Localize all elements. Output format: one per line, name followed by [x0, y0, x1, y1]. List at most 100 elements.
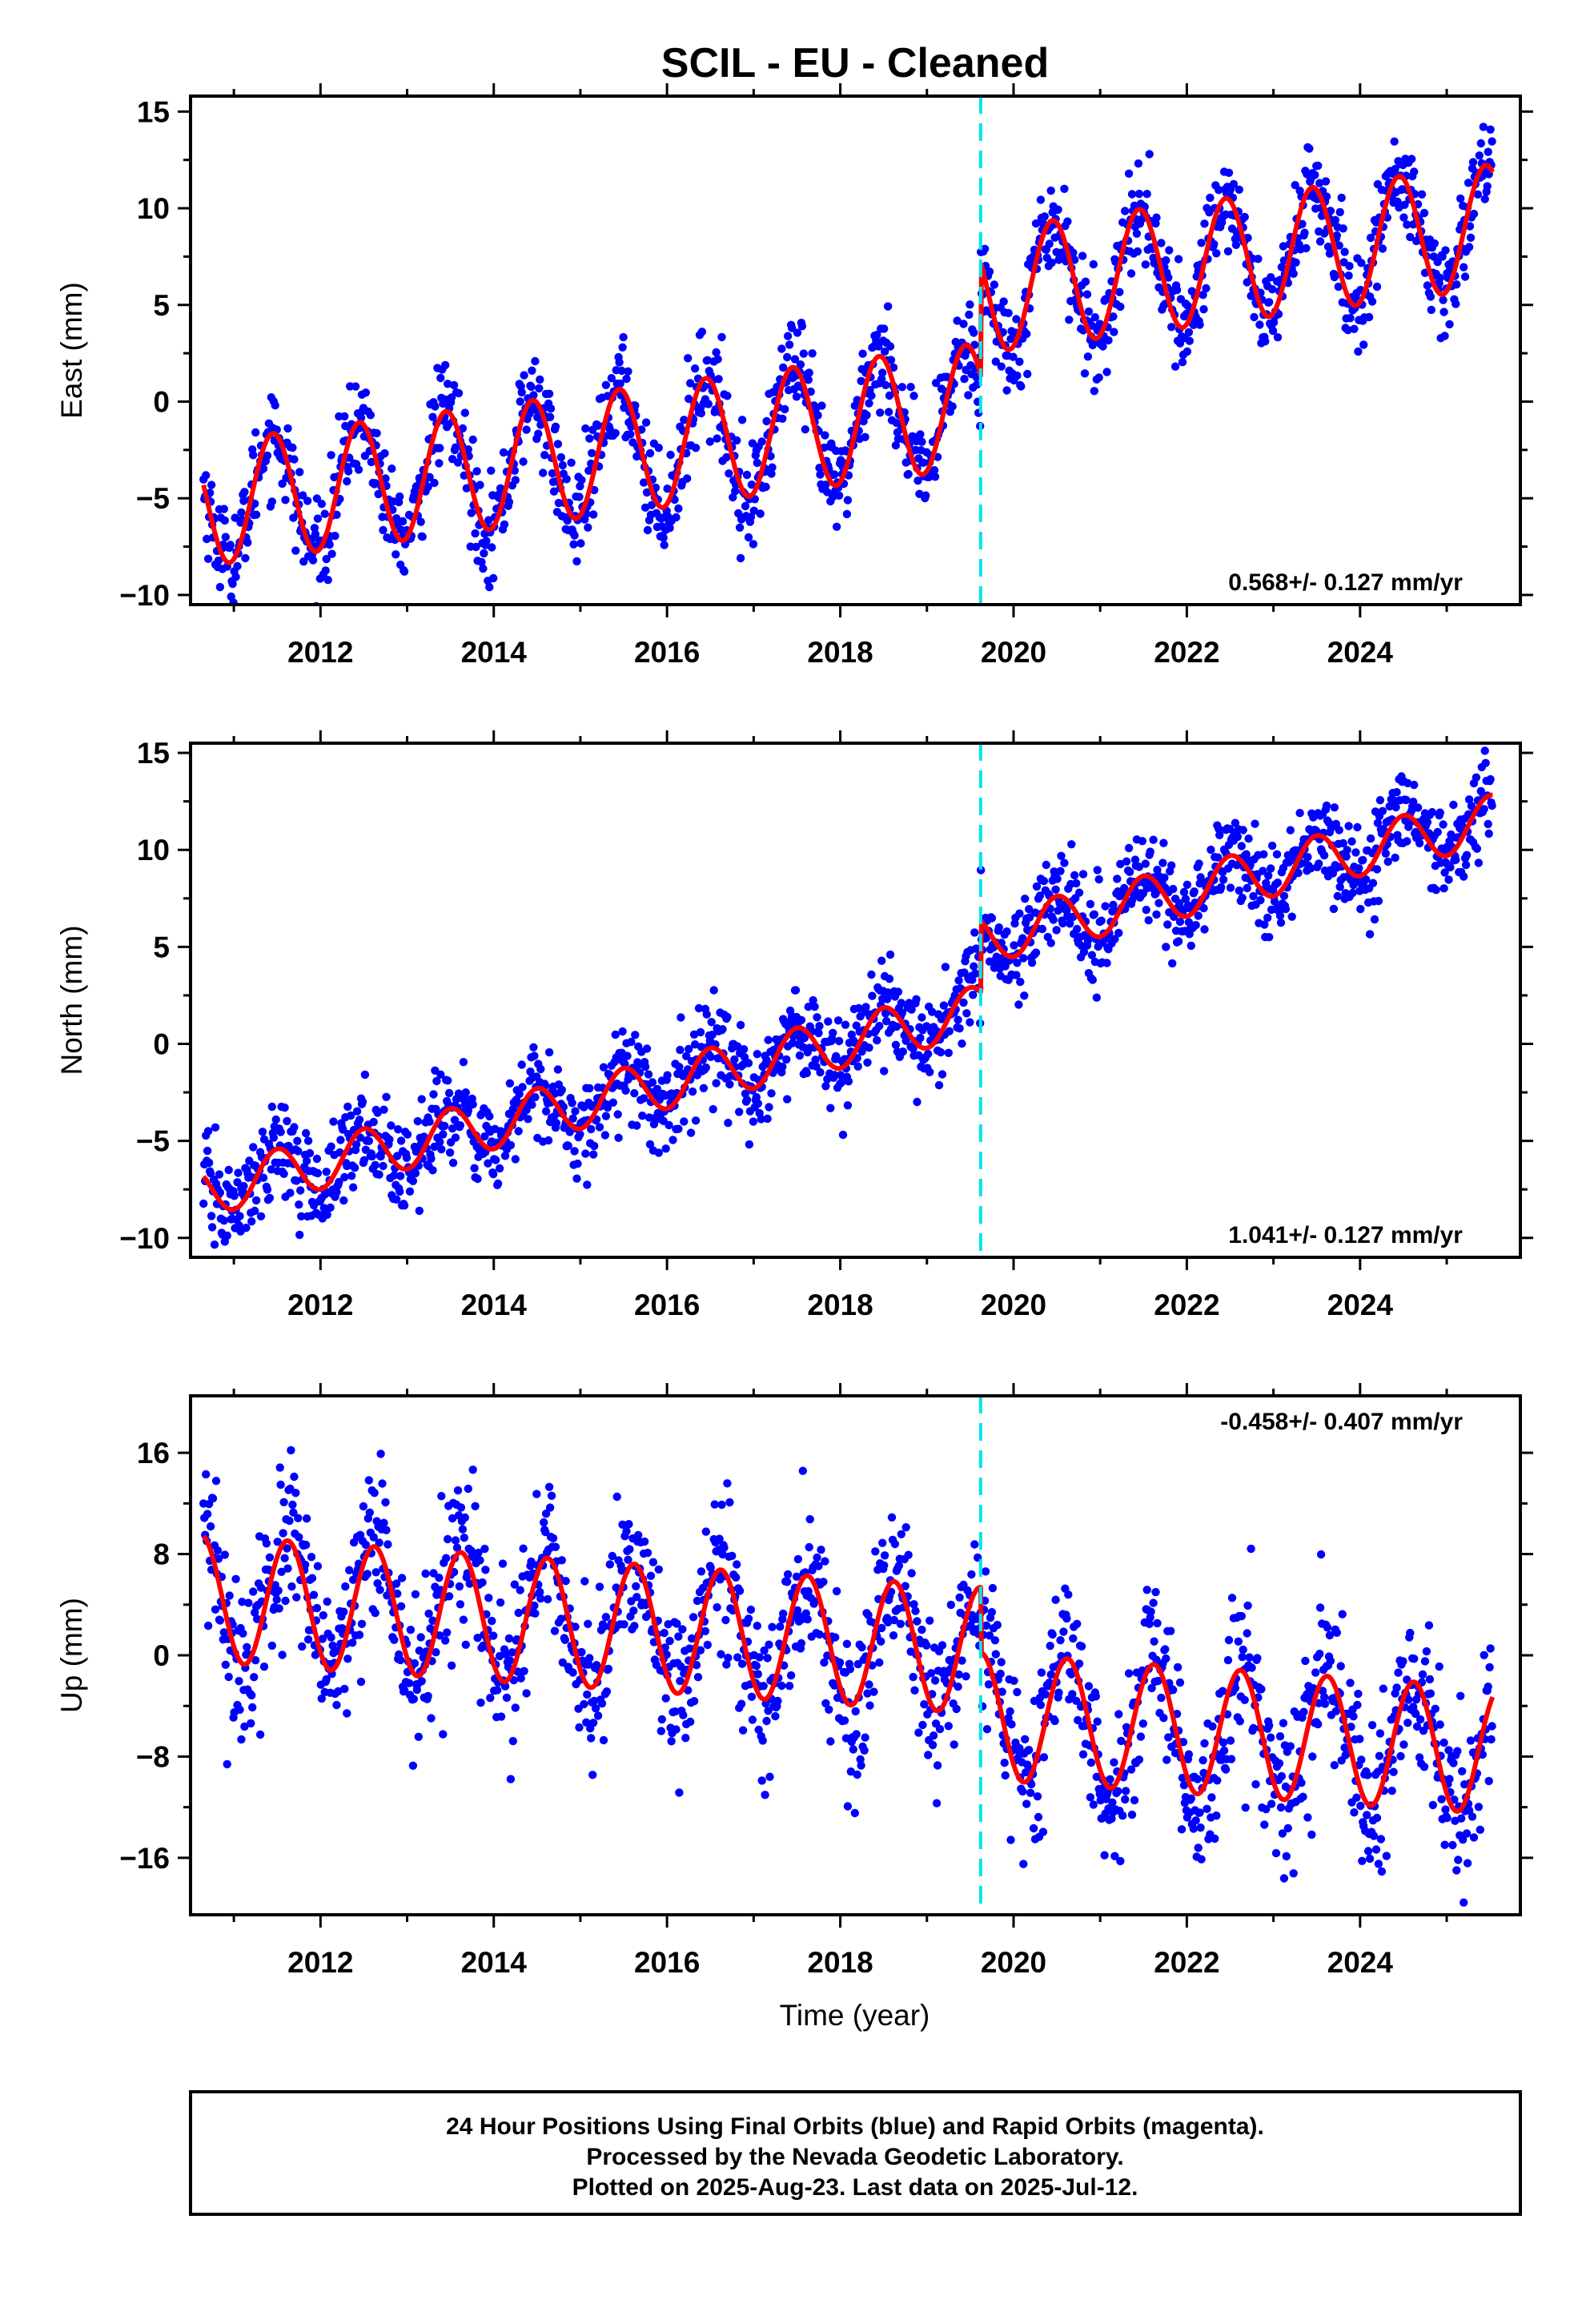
- data-point: [207, 1223, 217, 1232]
- data-point: [618, 1027, 627, 1036]
- data-point: [1134, 189, 1144, 199]
- data-point: [1267, 1799, 1276, 1808]
- data-point: [1369, 1831, 1379, 1840]
- data-point: [1102, 959, 1111, 967]
- data-point: [1219, 1746, 1229, 1755]
- data-point: [275, 1604, 283, 1613]
- data-point: [1479, 123, 1488, 131]
- data-point: [608, 1551, 616, 1561]
- y-tick-label: 15: [137, 737, 170, 770]
- data-point: [909, 1672, 917, 1682]
- data-point: [673, 1619, 681, 1628]
- data-point: [982, 1725, 992, 1734]
- data-point: [249, 1587, 258, 1596]
- data-point: [379, 1518, 388, 1527]
- data-point: [1406, 232, 1415, 242]
- data-point: [783, 1095, 792, 1104]
- data-point: [884, 408, 893, 416]
- data-point: [1050, 1716, 1059, 1726]
- data-point: [1158, 858, 1167, 867]
- data-point: [1353, 822, 1362, 832]
- data-point: [369, 1533, 378, 1542]
- data-point: [250, 1673, 259, 1682]
- data-point: [451, 1133, 460, 1142]
- data-point: [1445, 320, 1454, 329]
- data-point: [912, 995, 921, 1004]
- data-point: [303, 497, 312, 505]
- data-point: [733, 436, 741, 445]
- data-point: [551, 422, 560, 431]
- data-point: [530, 1601, 539, 1610]
- data-point: [437, 1492, 446, 1501]
- data-point: [443, 1628, 452, 1637]
- data-point: [531, 1092, 540, 1102]
- data-point: [1356, 904, 1365, 914]
- data-point: [918, 1720, 927, 1730]
- data-point: [379, 1161, 387, 1171]
- data-point: [504, 1634, 514, 1643]
- data-point: [1260, 920, 1269, 929]
- data-point: [924, 1751, 933, 1759]
- data-point: [1167, 861, 1176, 870]
- data-point: [1110, 1758, 1118, 1767]
- data-point: [535, 384, 544, 393]
- data-point: [1329, 904, 1339, 914]
- data-point: [646, 1571, 656, 1581]
- data-point: [885, 975, 894, 983]
- data-point: [459, 1615, 468, 1624]
- data-point: [1093, 866, 1102, 875]
- data-point: [907, 1005, 916, 1014]
- data-point: [810, 1002, 819, 1011]
- data-point: [930, 466, 939, 475]
- x-tick-label: 2018: [807, 636, 873, 669]
- x-tick-label: 2012: [287, 636, 353, 669]
- data-point: [1243, 1629, 1251, 1638]
- data-point: [361, 1540, 371, 1550]
- data-point: [1406, 1628, 1415, 1638]
- data-point: [904, 1550, 913, 1559]
- data-point: [514, 1608, 523, 1618]
- data-point: [427, 1154, 436, 1164]
- data-point: [487, 466, 496, 475]
- data-point: [886, 356, 896, 364]
- data-point: [387, 464, 396, 473]
- data-point: [1021, 1735, 1030, 1743]
- data-point: [410, 1659, 420, 1668]
- data-point: [865, 1043, 873, 1052]
- data-point: [231, 573, 240, 581]
- data-point: [674, 1124, 683, 1133]
- data-point: [1358, 1856, 1367, 1865]
- data-point: [1018, 1787, 1027, 1796]
- data-point: [1146, 847, 1154, 856]
- data-point: [394, 1125, 403, 1134]
- data-point: [468, 435, 477, 444]
- data-point: [639, 1094, 648, 1103]
- data-point: [1392, 1683, 1401, 1692]
- data-point: [572, 1174, 581, 1183]
- data-point: [312, 1603, 322, 1613]
- data-point: [642, 488, 652, 497]
- data-point: [1355, 1735, 1364, 1743]
- data-point: [313, 1562, 323, 1570]
- data-point: [897, 1530, 906, 1539]
- data-point: [970, 962, 978, 971]
- data-point: [588, 1771, 597, 1779]
- data-point: [545, 1503, 555, 1512]
- data-point: [517, 388, 526, 397]
- data-point: [493, 1179, 503, 1188]
- data-point: [929, 1731, 938, 1740]
- data-point: [371, 1160, 379, 1170]
- data-point: [1348, 888, 1357, 898]
- data-point: [294, 1147, 303, 1156]
- data-point: [1486, 774, 1495, 784]
- data-point: [878, 368, 887, 377]
- y-tick-label: −5: [136, 1125, 170, 1158]
- data-point: [1219, 1687, 1227, 1695]
- data-point: [459, 1058, 468, 1067]
- data-point: [741, 501, 750, 511]
- data-point: [1287, 912, 1296, 921]
- data-point: [1400, 200, 1409, 209]
- data-point: [249, 1143, 258, 1152]
- data-point: [1073, 1619, 1082, 1629]
- data-point: [436, 1070, 445, 1080]
